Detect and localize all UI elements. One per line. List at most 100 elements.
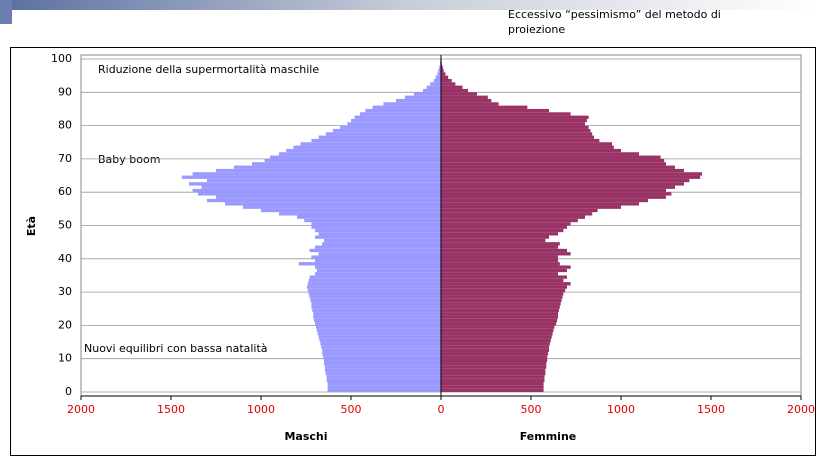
bar bbox=[315, 228, 441, 233]
bar bbox=[293, 145, 441, 149]
bar bbox=[360, 112, 441, 116]
x-tick-label: 2000 bbox=[67, 403, 95, 416]
bar bbox=[441, 95, 488, 99]
bar bbox=[441, 135, 594, 139]
bar bbox=[311, 222, 441, 226]
y-axis-label: Età bbox=[25, 216, 38, 236]
chart-title: Eccessivo “pessimismo” del metodo di bbox=[508, 8, 721, 21]
bar bbox=[441, 355, 548, 359]
bar bbox=[322, 348, 441, 353]
bar bbox=[441, 285, 567, 289]
bar bbox=[441, 368, 546, 373]
bar bbox=[315, 325, 441, 329]
bar bbox=[441, 375, 545, 379]
bar bbox=[314, 318, 441, 323]
bar bbox=[324, 362, 441, 366]
bar bbox=[320, 342, 441, 346]
bar bbox=[441, 305, 560, 309]
bar bbox=[181, 175, 442, 179]
bar bbox=[441, 198, 648, 203]
bar bbox=[308, 292, 441, 296]
bar bbox=[441, 262, 560, 266]
bar bbox=[324, 358, 441, 363]
bar bbox=[441, 192, 672, 196]
bar bbox=[309, 295, 441, 299]
annotation: Riduzione della supermortalità maschile bbox=[98, 63, 319, 76]
bar bbox=[326, 375, 441, 379]
bar bbox=[441, 298, 562, 303]
bar bbox=[441, 75, 449, 79]
bar bbox=[441, 178, 690, 183]
bar bbox=[441, 232, 558, 236]
bar bbox=[351, 118, 441, 123]
bar bbox=[396, 98, 441, 103]
bar bbox=[441, 255, 558, 259]
bar bbox=[437, 72, 441, 76]
bar bbox=[441, 385, 544, 389]
bar bbox=[441, 278, 564, 283]
bar bbox=[310, 298, 441, 303]
bar bbox=[426, 85, 441, 89]
bar bbox=[441, 188, 666, 193]
x-tick-label: 1500 bbox=[157, 403, 185, 416]
y-tick-label: 60 bbox=[58, 185, 72, 198]
bar bbox=[441, 98, 492, 103]
bar bbox=[441, 72, 446, 76]
bar bbox=[441, 258, 558, 263]
y-tick-label: 30 bbox=[58, 285, 72, 298]
x-tick-label: 0 bbox=[438, 403, 445, 416]
bar bbox=[441, 268, 567, 273]
bar bbox=[347, 122, 441, 126]
bar bbox=[311, 255, 441, 259]
bar bbox=[327, 388, 441, 392]
bar bbox=[441, 118, 587, 123]
bar bbox=[441, 222, 571, 226]
bar bbox=[325, 372, 441, 376]
bar bbox=[441, 88, 468, 93]
bar bbox=[325, 132, 441, 136]
bar bbox=[317, 332, 441, 336]
bar bbox=[441, 128, 591, 133]
bar bbox=[315, 245, 441, 249]
bar bbox=[441, 352, 549, 356]
bar bbox=[430, 82, 441, 86]
bar bbox=[365, 108, 441, 113]
bar bbox=[441, 372, 546, 376]
bar bbox=[315, 265, 441, 269]
bar bbox=[354, 115, 441, 119]
bar bbox=[324, 238, 441, 243]
bar bbox=[441, 115, 589, 119]
bar bbox=[340, 125, 441, 129]
bar bbox=[441, 78, 452, 83]
y-tick-label: 50 bbox=[58, 219, 72, 232]
bar bbox=[441, 388, 544, 392]
bar bbox=[313, 315, 441, 319]
y-tick-label: 40 bbox=[58, 252, 72, 265]
chart-frame bbox=[10, 47, 816, 456]
bar bbox=[311, 225, 441, 229]
bar bbox=[372, 105, 441, 109]
bar bbox=[309, 248, 441, 253]
x-tick-label: 1500 bbox=[697, 403, 725, 416]
bar bbox=[441, 138, 600, 143]
bar bbox=[216, 168, 441, 173]
bar bbox=[441, 378, 545, 383]
bar bbox=[441, 85, 463, 89]
bar bbox=[423, 88, 441, 93]
y-tick-label: 10 bbox=[58, 352, 72, 365]
header-band bbox=[0, 0, 817, 10]
x-tick-label: 1000 bbox=[607, 403, 635, 416]
bar bbox=[441, 242, 560, 246]
bar bbox=[441, 358, 548, 363]
bar bbox=[441, 362, 547, 366]
bar bbox=[441, 308, 559, 313]
bar bbox=[308, 278, 441, 283]
bar bbox=[441, 288, 566, 293]
bar bbox=[234, 165, 441, 169]
bar bbox=[439, 65, 441, 69]
y-tick-label: 90 bbox=[58, 85, 72, 98]
bar bbox=[441, 292, 564, 296]
bar bbox=[324, 368, 441, 373]
bar bbox=[315, 258, 441, 263]
bar bbox=[414, 92, 441, 96]
